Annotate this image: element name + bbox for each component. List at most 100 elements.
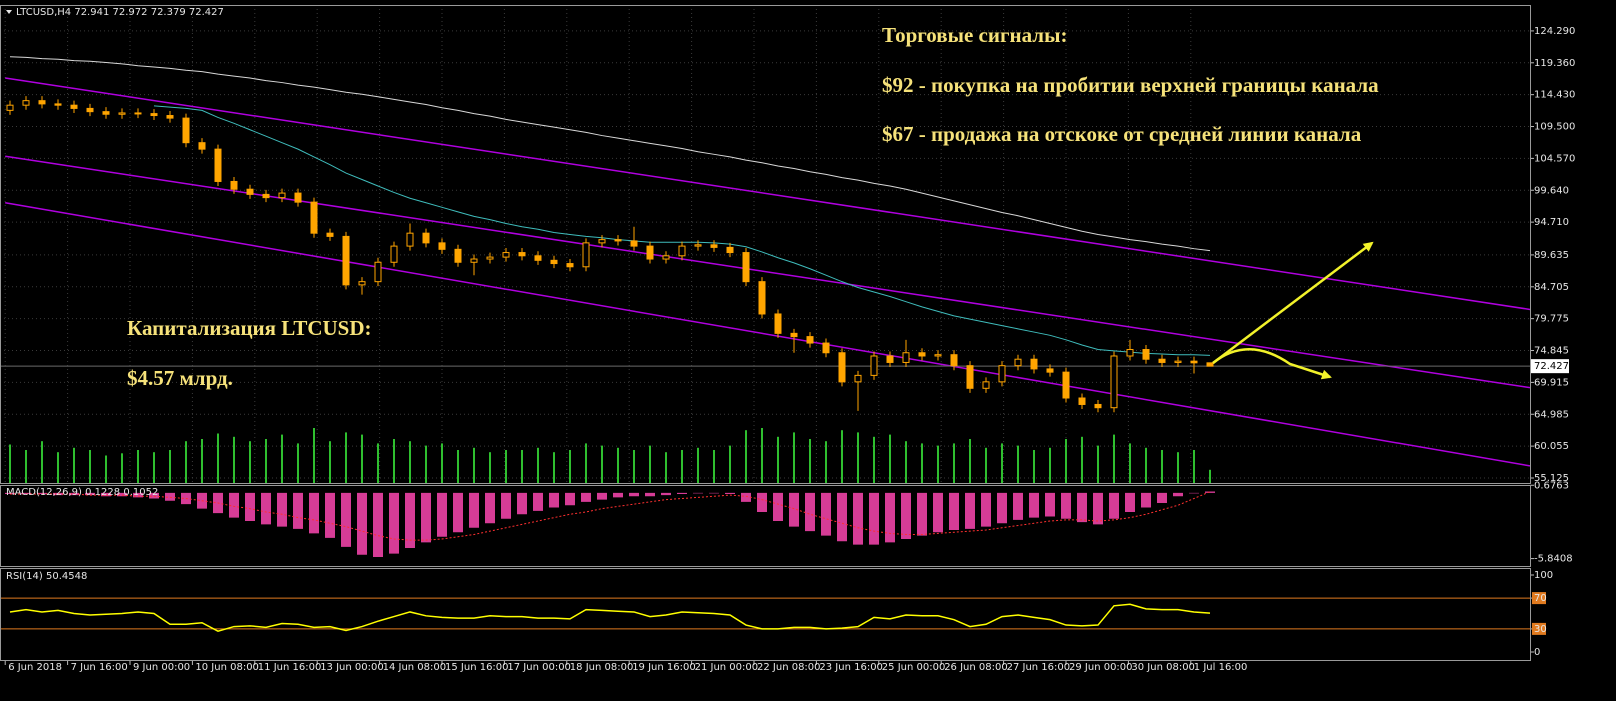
candle-body xyxy=(246,188,254,195)
volume-bar xyxy=(345,432,347,483)
candle-body xyxy=(758,281,766,315)
volume-bar xyxy=(921,443,923,483)
x-tick-label: 25 Jun 00:00 xyxy=(882,662,946,673)
volume-bar xyxy=(297,443,299,483)
x-tick-label: 30 Jun 08:00 xyxy=(1131,662,1195,673)
volume-bar xyxy=(809,439,811,483)
channel-line xyxy=(5,155,1530,389)
volume-bar xyxy=(57,452,59,483)
level-label-box xyxy=(1532,622,1546,635)
candle-body xyxy=(1126,349,1134,357)
candle-body xyxy=(822,342,830,354)
macd-bar xyxy=(629,492,639,497)
candle-body xyxy=(1110,355,1118,409)
macd-value: 0.1228 xyxy=(85,487,120,498)
volume-bar xyxy=(1193,450,1195,483)
y-tick-label: 79.775 xyxy=(1534,314,1569,325)
y-tick-label: 55.125 xyxy=(1534,473,1569,484)
volume-bar xyxy=(537,447,539,483)
volume-bar xyxy=(969,439,971,483)
y-tick-label: 100 xyxy=(1534,570,1553,581)
level-label-box xyxy=(1532,592,1546,605)
macd-bar xyxy=(901,492,911,539)
macd-bar xyxy=(549,492,559,508)
macd-bar xyxy=(645,492,655,497)
marks-layer xyxy=(0,56,1530,483)
candle-body xyxy=(342,235,350,286)
candle-body xyxy=(998,365,1006,383)
candle-body xyxy=(54,103,62,106)
macd-bar xyxy=(805,492,815,532)
candle-body xyxy=(1046,368,1054,373)
chart-header: LTCUSD,H4 72.941 72.972 72.379 72.427 xyxy=(16,7,224,18)
x-tick-label: 7 Jun 16:00 xyxy=(71,662,128,673)
candle-body xyxy=(1190,360,1198,364)
candle-body xyxy=(982,381,990,389)
macd-bar xyxy=(725,492,735,494)
candle-body xyxy=(806,336,814,344)
macd-bar xyxy=(421,492,431,543)
macd-bar xyxy=(661,492,671,496)
candle-body xyxy=(582,242,590,268)
macd-bar xyxy=(533,492,543,511)
candle-body xyxy=(534,255,542,261)
signals-title: Торговые сигналы: xyxy=(882,23,1067,47)
candle-body xyxy=(278,192,286,199)
candle-body xyxy=(390,245,398,263)
volume-bar xyxy=(569,450,571,483)
macd-title: MACD(12,26,9) xyxy=(6,487,82,498)
candle-body xyxy=(950,354,958,367)
candle-body xyxy=(118,112,126,115)
macd-bar xyxy=(565,492,575,506)
volume-bar xyxy=(121,453,123,483)
x-tick-label: 13 Jun 00:00 xyxy=(320,662,384,673)
candle-body xyxy=(694,244,702,247)
macd-bar xyxy=(1077,492,1087,523)
candle-body xyxy=(454,248,462,263)
volume-bar xyxy=(41,441,43,483)
volume-bar xyxy=(201,439,203,483)
current-price-box xyxy=(1531,359,1569,374)
low: 72.379 xyxy=(151,7,186,18)
macd-bar xyxy=(485,492,495,524)
volume-bar xyxy=(233,436,235,483)
labels-layer: LTCUSD,H4 72.941 72.972 72.379 72.427 MA… xyxy=(6,7,1575,673)
y-tick-label: 104.570 xyxy=(1534,153,1575,164)
candle-body xyxy=(230,180,238,190)
volume-bar xyxy=(1129,443,1131,483)
macd-bar xyxy=(741,492,751,502)
macd-bar xyxy=(117,492,127,497)
x-tick-label: 10 Jun 08:00 xyxy=(195,662,259,673)
macd-panel-frame xyxy=(0,485,1531,567)
volume-bar xyxy=(1177,452,1179,483)
macd-bar xyxy=(917,492,927,536)
macd-bar xyxy=(885,492,895,543)
candle-body xyxy=(438,242,446,250)
candle-body xyxy=(710,244,718,248)
volume-bar xyxy=(681,450,683,483)
candle-body xyxy=(838,352,846,383)
macd-bar xyxy=(1109,492,1119,519)
candle-body xyxy=(678,245,686,257)
volume-bar xyxy=(153,452,155,483)
candle-body xyxy=(134,112,142,115)
candle-body xyxy=(214,148,222,182)
candle-body xyxy=(86,107,94,113)
cap-value: $4.57 млрд. xyxy=(127,366,233,390)
macd-bar xyxy=(389,492,399,554)
volume-bar xyxy=(553,452,555,483)
macd-bar xyxy=(133,492,143,498)
candle-body xyxy=(502,252,510,258)
macd-bar xyxy=(757,492,767,512)
volume-bar xyxy=(249,441,251,483)
volume-bar xyxy=(585,443,587,483)
volume-bar xyxy=(713,450,715,483)
volume-bar xyxy=(105,455,107,483)
candle-body xyxy=(790,332,798,338)
candle-body xyxy=(1142,349,1150,360)
macd-bar xyxy=(437,492,447,537)
volume-bar xyxy=(185,441,187,483)
volume-bar xyxy=(329,441,331,483)
candle-body xyxy=(1174,360,1182,363)
y-tick-label: 119.360 xyxy=(1534,58,1575,69)
